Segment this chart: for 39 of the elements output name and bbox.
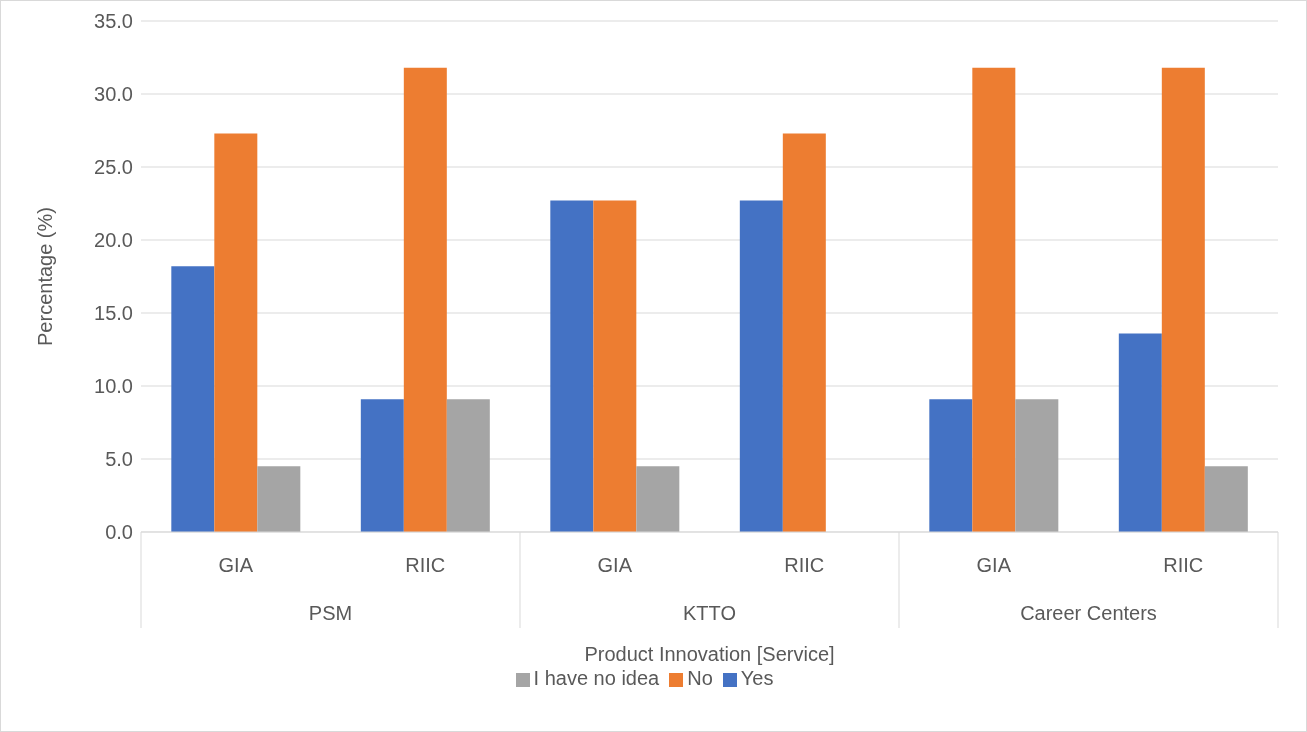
- y-tick-label: 5.0: [105, 448, 133, 471]
- y-axis-title: Percentage (%): [34, 207, 57, 346]
- x-tick-label: GIA: [976, 554, 1012, 576]
- text: Career Centers: [1020, 602, 1157, 624]
- y-tick-label: 20.0: [94, 229, 133, 252]
- x-tick-label: GIA: [218, 554, 254, 576]
- legend-label: No: [687, 667, 713, 689]
- bar: [782, 133, 826, 532]
- bar: [403, 67, 447, 532]
- x-axis-title: Product Innovation [Service]: [584, 643, 835, 665]
- bar: [257, 466, 301, 532]
- y-tick-label: 35.0: [94, 10, 133, 33]
- bar: [1204, 466, 1248, 532]
- legend-label: I have no idea: [533, 667, 660, 689]
- bar: [1015, 399, 1059, 532]
- bar: [1161, 67, 1205, 532]
- bar: [550, 200, 594, 532]
- bar: [446, 399, 490, 532]
- text: PSM: [308, 602, 353, 624]
- bar: [636, 466, 680, 532]
- y-tick-label: 15.0: [94, 302, 133, 325]
- bar: [1118, 333, 1162, 532]
- bar: [929, 399, 973, 532]
- bar: [739, 200, 783, 532]
- bar: [593, 200, 637, 532]
- bar: [972, 67, 1016, 532]
- bar: [171, 266, 215, 532]
- legend-label: Yes: [740, 667, 774, 689]
- y-tick-label: 0.0: [105, 521, 133, 544]
- x-tick-label: GIA: [597, 554, 633, 576]
- x-tick-label: RIIC: [1163, 554, 1204, 576]
- y-tick-label: 25.0: [94, 156, 133, 179]
- bar: [360, 399, 404, 532]
- y-tick-label: 30.0: [94, 83, 133, 106]
- x-tick-label: RIIC: [784, 554, 825, 576]
- x-tick-label: RIIC: [405, 554, 446, 576]
- bar: [214, 133, 258, 532]
- y-tick-label: 10.0: [94, 375, 133, 398]
- text: KTTO: [683, 602, 736, 624]
